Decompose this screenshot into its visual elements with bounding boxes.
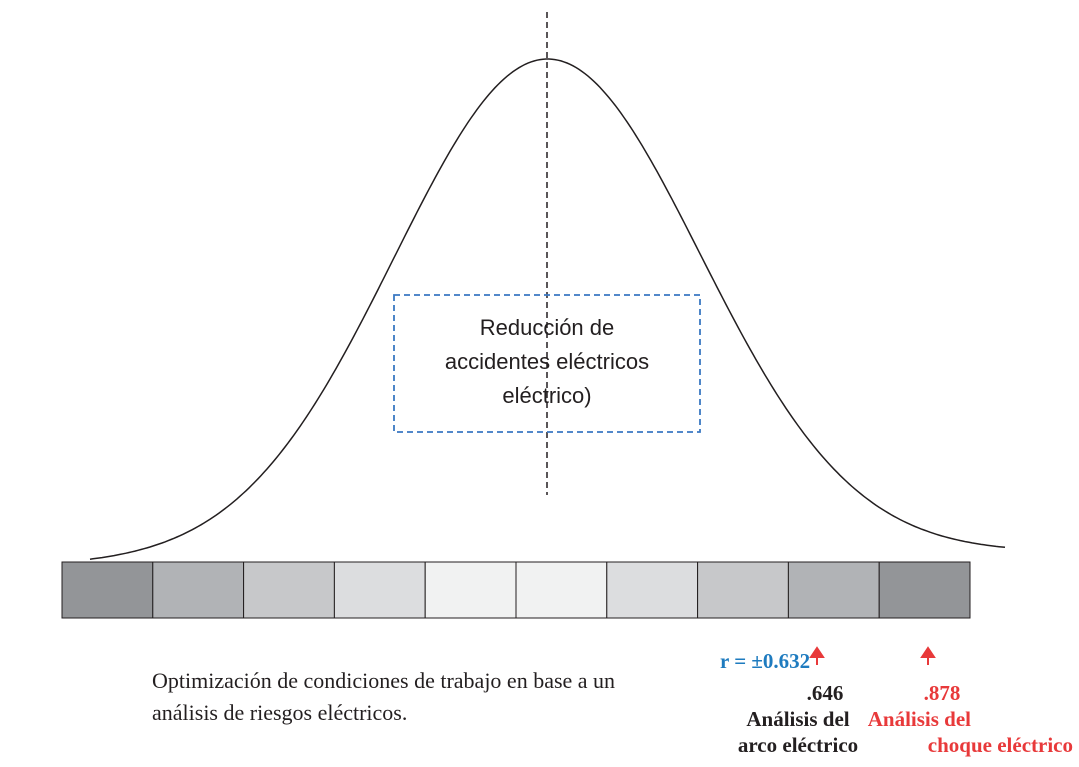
dashed-box [393, 294, 701, 433]
factor-label: choque eléctrico [928, 733, 1073, 757]
arrow [920, 646, 936, 665]
strip-cell [787, 561, 880, 619]
strip-cell [606, 561, 699, 619]
strip-cell [424, 561, 517, 619]
strip-cell [878, 561, 971, 619]
gray-strip [61, 561, 971, 619]
bell-curve [89, 58, 1006, 560]
strip-cell [243, 561, 335, 619]
strip-cell [333, 561, 426, 619]
strip-cell [697, 561, 789, 619]
strip-cell [61, 561, 154, 619]
arrow [809, 646, 825, 665]
correlation: r = ±0.632 [720, 649, 810, 673]
box-text: eléctrico) [502, 383, 591, 408]
factor-label: Análisis del [746, 707, 849, 731]
box-text: accidentes eléctricos [445, 349, 649, 374]
factor-value: .646 [807, 681, 844, 705]
factor-value: .878 [924, 681, 961, 705]
strip-cell [152, 561, 245, 619]
box-text: Reducción de [480, 315, 615, 340]
caption: análisis de riesgos eléctricos. [152, 700, 407, 725]
strip-cell [515, 561, 608, 619]
factor-label: Análisis del [868, 707, 971, 731]
caption: Optimización de condiciones de trabajo e… [152, 668, 615, 693]
factor-label: arco eléctrico [738, 733, 858, 757]
